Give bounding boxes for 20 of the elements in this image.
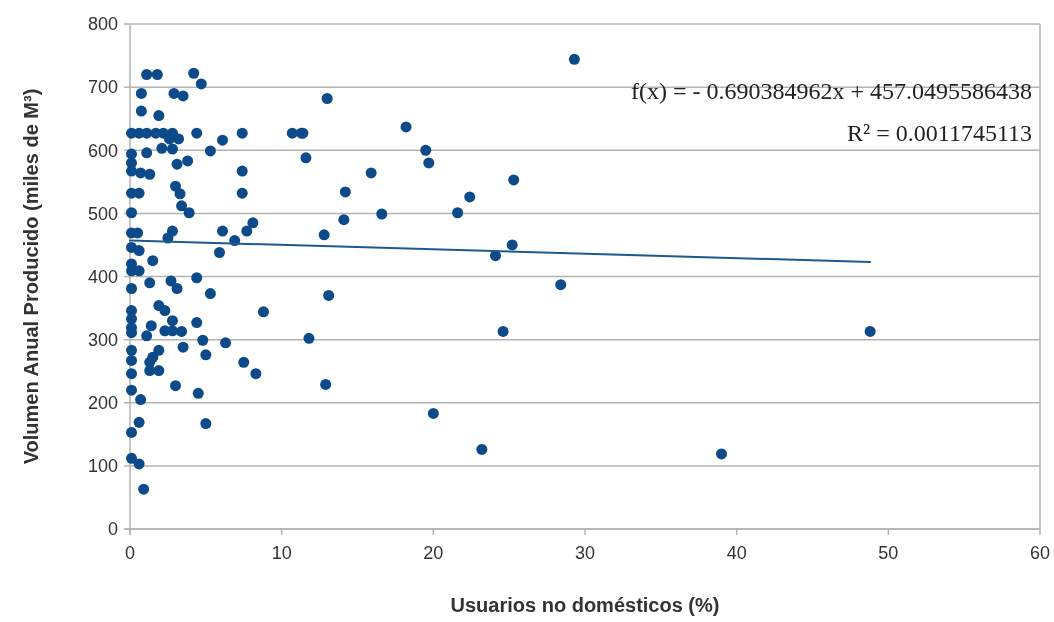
annotation: f(x) = - 0.690384962x + 457.0495586438 xyxy=(630,78,1032,104)
y-tick-label: 800 xyxy=(87,14,118,35)
x-tick-label: 20 xyxy=(423,543,444,563)
y-tick-label: 400 xyxy=(87,266,118,287)
y-tick-label: 100 xyxy=(87,456,118,477)
y-axis-title: Volumen Anual Producido (miles de M³) xyxy=(20,88,42,465)
annotation: R² = 0.0011745113 xyxy=(847,120,1032,146)
x-axis-title: Usuarios no domésticos (%) xyxy=(450,594,720,616)
x-tick-label: 40 xyxy=(726,543,747,563)
y-tick-label: 200 xyxy=(87,393,118,414)
x-tick-label: 10 xyxy=(271,543,292,563)
x-tick-label: 50 xyxy=(878,543,899,563)
y-tick-label: 0 xyxy=(107,519,118,540)
y-tick-label: 500 xyxy=(87,203,118,224)
x-tick-label: 30 xyxy=(574,543,596,563)
y-tick-label: 600 xyxy=(87,140,118,161)
y-tick-label: 300 xyxy=(87,329,118,350)
x-tick-label: 0 xyxy=(124,543,136,563)
y-tick-label: 700 xyxy=(87,77,118,98)
x-tick-label: 60 xyxy=(1029,543,1051,563)
